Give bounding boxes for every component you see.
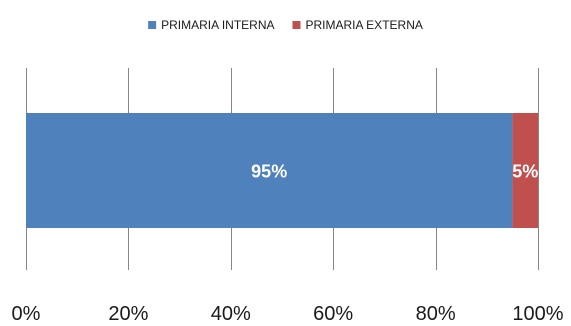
- x-tick-label-0: 0%: [12, 303, 41, 325]
- data-label-0: 95%: [251, 162, 287, 182]
- legend-label-0: PRIMARIA INTERNA: [161, 18, 274, 32]
- legend-swatch-0: [148, 21, 157, 29]
- bar-segment-1: [512, 113, 538, 228]
- data-labels: 95% 5%: [251, 162, 538, 182]
- x-tick-label-3: 60%: [313, 303, 353, 325]
- x-tick-label-2: 40%: [211, 303, 251, 325]
- legend: PRIMARIA INTERNA PRIMARIA EXTERNA: [148, 18, 423, 32]
- legend-label-1: PRIMARIA EXTERNA: [306, 18, 423, 32]
- x-tick-label-4: 80%: [416, 303, 456, 325]
- data-label-1: 5%: [512, 162, 538, 182]
- x-tick-label-1: 20%: [108, 303, 148, 325]
- bar-segment-0: [26, 113, 513, 228]
- x-axis-ticks: 0% 20% 40% 60% 80% 100%: [12, 303, 564, 325]
- x-tick-label-5: 100%: [512, 303, 563, 325]
- bars: [26, 113, 538, 228]
- legend-swatch-1: [292, 21, 301, 29]
